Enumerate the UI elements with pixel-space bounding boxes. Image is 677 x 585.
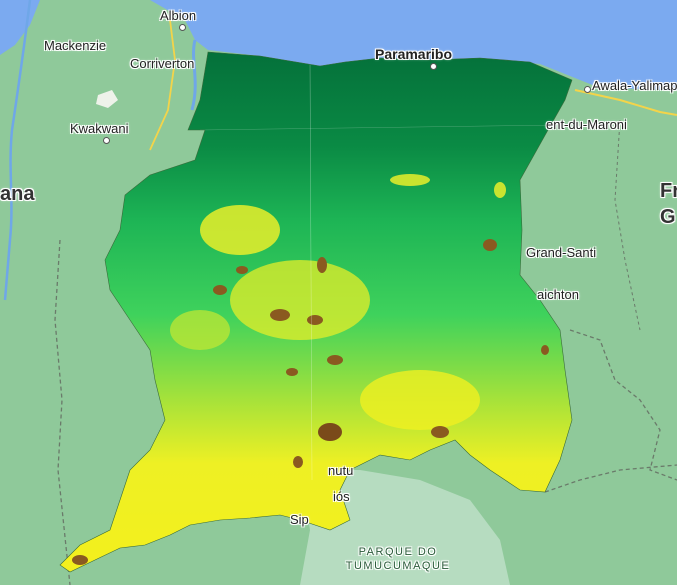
paramaribo-dot bbox=[430, 63, 437, 70]
label-tumucumaque-line1: PARQUE DO bbox=[358, 546, 438, 558]
label-south-town-2[interactable]: iós bbox=[333, 489, 350, 504]
river-corantijn bbox=[190, 39, 197, 111]
kwakwani-dot bbox=[103, 137, 110, 144]
road-guyana bbox=[149, 19, 176, 151]
border-brazil bbox=[544, 464, 677, 493]
suriname-outline bbox=[59, 51, 573, 573]
elevation-overlay bbox=[60, 52, 572, 572]
awala-dot bbox=[584, 86, 591, 93]
label-corriverton[interactable]: Corriverton bbox=[130, 56, 195, 71]
river-west bbox=[3, 0, 32, 301]
label-guyana[interactable]: ana bbox=[0, 183, 35, 205]
label-south-town-3[interactable]: Sip bbox=[290, 512, 309, 527]
border-fg-east bbox=[614, 119, 641, 331]
label-tumucumaque-line2: TUMUCUMAQUE bbox=[345, 560, 451, 572]
albion-dot bbox=[179, 24, 186, 31]
label-awala-yalimapo[interactable]: Awala-Yalimap bbox=[592, 78, 677, 93]
border-guyana bbox=[54, 239, 71, 585]
ocean-west bbox=[0, 0, 40, 55]
label-grand-santi[interactable]: Grand-Santi bbox=[526, 245, 597, 260]
label-paramaribo[interactable]: Paramaribo bbox=[375, 46, 453, 62]
label-tumucumaque[interactable]: PARQUE DO TUMUCUMAQUE bbox=[338, 545, 458, 573]
border-fg bbox=[569, 329, 677, 481]
label-south-town-1[interactable]: nutu bbox=[328, 463, 354, 478]
label-french-guiana-2[interactable]: G bbox=[660, 206, 676, 228]
label-albion[interactable]: Albion bbox=[160, 8, 197, 23]
label-kwakwani[interactable]: Kwakwani bbox=[70, 121, 129, 136]
label-maripasoula[interactable]: aichton bbox=[537, 287, 579, 302]
road-coast-east bbox=[574, 89, 677, 116]
label-saint-laurent[interactable]: ent-du-Maroni bbox=[546, 117, 627, 132]
park-area bbox=[300, 470, 510, 585]
label-french-guiana-1[interactable]: Fr bbox=[660, 180, 677, 202]
ocean bbox=[0, 0, 677, 90]
mine-area bbox=[96, 90, 118, 108]
label-mackenzie[interactable]: Mackenzie bbox=[44, 38, 107, 53]
